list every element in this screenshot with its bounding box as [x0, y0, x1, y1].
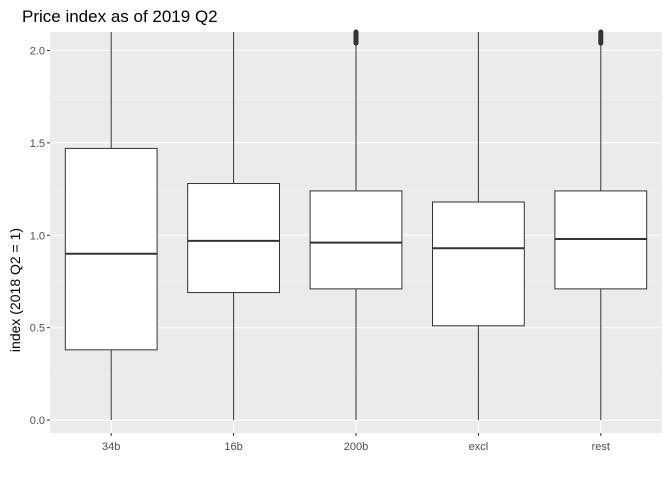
- x-tick-label: 200b: [344, 441, 368, 453]
- box-iqr: [432, 201, 525, 327]
- y-axis-label: index (2018 Q2 = 1): [7, 228, 23, 352]
- box-iqr: [309, 190, 403, 290]
- box-iqr: [187, 183, 280, 294]
- box-series: [64, 29, 648, 421]
- x-tick-label: 16b: [224, 441, 242, 453]
- y-tick-label: 1.5: [30, 138, 45, 150]
- y-tick-label: 2.0: [30, 45, 45, 57]
- box-34b: [64, 32, 158, 421]
- box-excl: [432, 32, 525, 421]
- x-tick-label: rest: [592, 441, 610, 453]
- x-tick-label: 34b: [102, 441, 120, 453]
- y-tick-label: 0.0: [30, 415, 45, 427]
- box-iqr: [64, 147, 158, 351]
- x-axis: 34b 16b 200b excl rest: [102, 433, 610, 453]
- x-tick-label: excl: [469, 441, 489, 453]
- y-tick-label: 1.0: [30, 230, 45, 242]
- y-tick-label: 0.5: [30, 323, 45, 335]
- chart-title: Price index as of 2019 Q2: [22, 7, 218, 26]
- box-rest: [554, 29, 648, 421]
- box-16b: [187, 32, 280, 421]
- box-200b: [309, 29, 403, 421]
- y-axis: 0.0 0.5 1.0 1.5 2.0: [30, 45, 50, 427]
